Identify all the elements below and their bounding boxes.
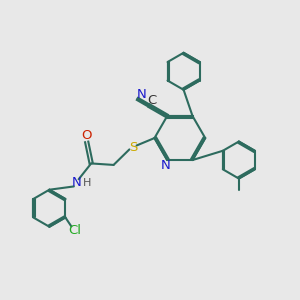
Text: N: N <box>161 159 171 172</box>
Text: H: H <box>82 178 91 188</box>
Text: O: O <box>81 130 92 142</box>
Text: N: N <box>71 176 81 189</box>
Text: C: C <box>147 94 156 107</box>
Text: N: N <box>137 88 146 101</box>
Text: Cl: Cl <box>68 224 81 237</box>
Text: S: S <box>129 140 137 154</box>
